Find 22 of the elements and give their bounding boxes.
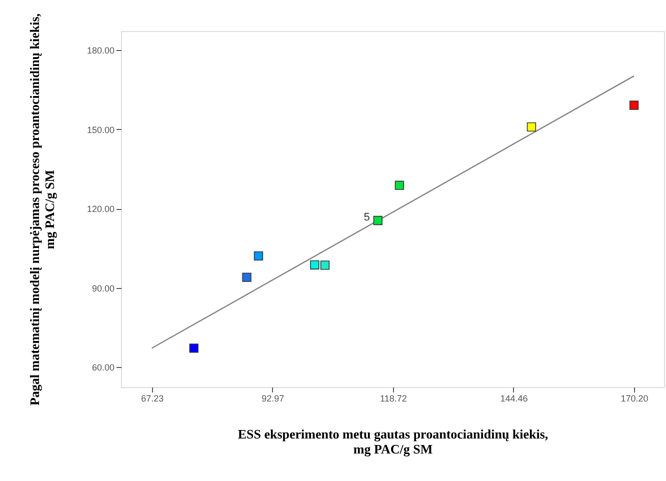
x-axis-title: ESS eksperimento metu gautas proantocianidinų kiekis, mg PAC/g SM [238,426,548,456]
x-tick-label: 170.20 [620,394,648,404]
point [242,272,252,282]
x-tick-label: 144.46 [500,394,528,404]
y-tick-label: 90.00 [92,283,114,294]
y-tick-label: 180.00 [86,46,114,56]
point [320,260,330,270]
x-tick-label: 92.97 [262,394,284,404]
x-tick-label: 118.72 [380,394,407,404]
annotation: 5 [364,211,370,224]
point [629,100,639,110]
point [394,180,404,190]
y-axis-title: Pagal matematinį modelį nurpėjamas proceso proantocianidinų kiekis, mg PAC/g SM [26,13,57,406]
y-tick-label: 120.00 [86,204,114,214]
y-tick-label: 60.00 [92,362,114,373]
point [526,122,536,132]
point [310,260,320,270]
point [189,344,198,353]
point [373,216,382,226]
y-tick-label: 150.00 [86,124,114,135]
point [254,251,264,260]
x-tick-label: 67.23 [141,394,164,404]
